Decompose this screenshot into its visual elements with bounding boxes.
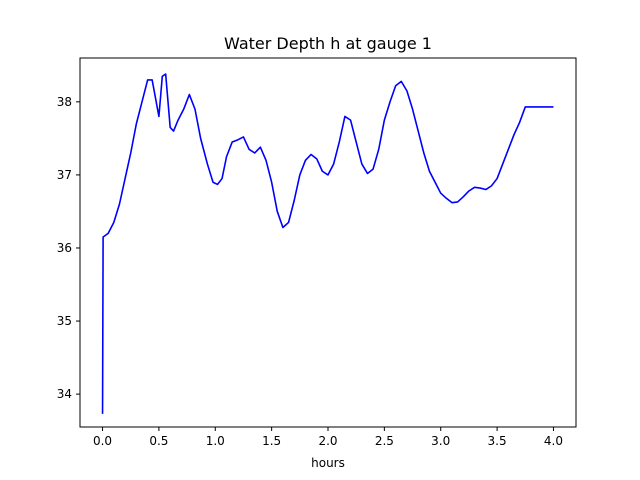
x-axis-ticks: 0.0 0.5 1.0 1.5 2.0 2.5 3.0 3.5 4.0 <box>93 427 563 448</box>
x-tick-label: 2.5 <box>375 434 394 448</box>
series-group <box>101 73 554 414</box>
y-axis-ticks: 34 35 36 37 38 <box>57 95 80 401</box>
y-tick-label: 37 <box>57 168 72 182</box>
x-tick-label: 0.5 <box>149 434 168 448</box>
x-tick-label: 1.5 <box>262 434 281 448</box>
x-axis-label: hours <box>311 456 345 470</box>
plot-frame <box>79 57 577 428</box>
x-tick-label: 4.0 <box>544 434 563 448</box>
y-tick-label: 38 <box>57 95 72 109</box>
x-tick-label: 0.0 <box>93 434 112 448</box>
chart-title: Water Depth h at gauge 1 <box>224 34 432 53</box>
y-tick-label: 34 <box>57 387 72 401</box>
y-tick-label: 36 <box>57 241 72 255</box>
series-line <box>101 73 554 414</box>
x-tick-label: 3.5 <box>488 434 507 448</box>
x-tick-label: 2.0 <box>318 434 337 448</box>
x-tick-label: 3.0 <box>431 434 450 448</box>
x-tick-label: 1.0 <box>206 434 225 448</box>
y-tick-label: 35 <box>57 314 72 328</box>
